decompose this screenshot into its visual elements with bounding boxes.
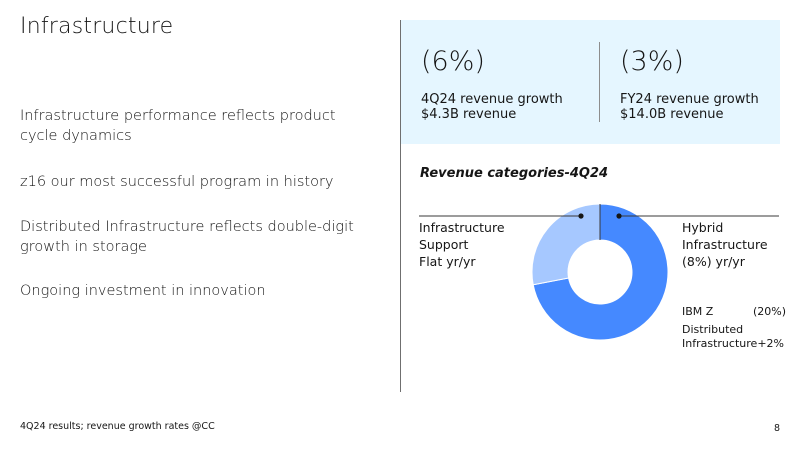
kpi-label: FY24 revenue growth	[620, 92, 759, 107]
kpi-quarter: (6%) 4Q24 revenue growth $4.3B revenue	[421, 46, 563, 122]
kpi-label: 4Q24 revenue growth	[421, 92, 563, 107]
bullet-item: Infrastructure performance reflects prod…	[20, 108, 336, 144]
slice-label-line: Support	[419, 237, 469, 252]
bullet-item: Ongoing investment in innovation	[20, 283, 266, 299]
kpi-separator	[599, 42, 600, 122]
donut-slice-infrastructure-support	[531, 203, 601, 286]
sub-item-name: Distributed Infrastructure	[682, 323, 758, 350]
kpi-full-year: (3%) FY24 revenue growth $14.0B revenue	[620, 46, 759, 122]
slice-label-hybrid: Hybrid Infrastructure (8%) yr/yr	[682, 219, 782, 270]
chart-title: Revenue categories-4Q24	[420, 166, 609, 181]
kpi-value: (3%)	[620, 46, 684, 77]
donut-slice-hybrid-infrastructure	[532, 203, 669, 341]
sub-item-value: +2%	[757, 337, 784, 350]
footnote: 4Q24 results; revenue growth rates @CC	[20, 421, 215, 432]
slice-label-support: Infrastructure Support Flat yr/yr	[419, 219, 529, 270]
vertical-divider	[400, 20, 401, 392]
sub-item-name: IBM Z	[682, 305, 714, 318]
sub-item-value: (20%)	[752, 305, 786, 318]
kpi-revenue: $4.3B revenue	[421, 107, 517, 122]
slice-label-line: Hybrid	[682, 220, 724, 235]
leader-dot-support	[578, 213, 584, 219]
slice-label-line: Infrastructure	[682, 237, 768, 252]
bullet-item: z16 our most successful program in histo…	[20, 174, 334, 190]
slice-label-line: Infrastructure	[419, 220, 505, 235]
kpi-value: (6%)	[421, 46, 485, 77]
bullet-item: Distributed Infrastructure reflects doub…	[20, 219, 354, 255]
kpi-panel: (6%) 4Q24 revenue growth $4.3B revenue (…	[401, 20, 780, 144]
slice-label-line: Flat yr/yr	[419, 254, 476, 269]
kpi-revenue: $14.0B revenue	[620, 107, 724, 122]
page-number: 8	[774, 423, 781, 434]
slice-label-line: (8%) yr/yr	[682, 254, 745, 269]
leader-dot-hybrid	[616, 213, 622, 219]
slide-title: Infrastructure	[20, 14, 174, 39]
